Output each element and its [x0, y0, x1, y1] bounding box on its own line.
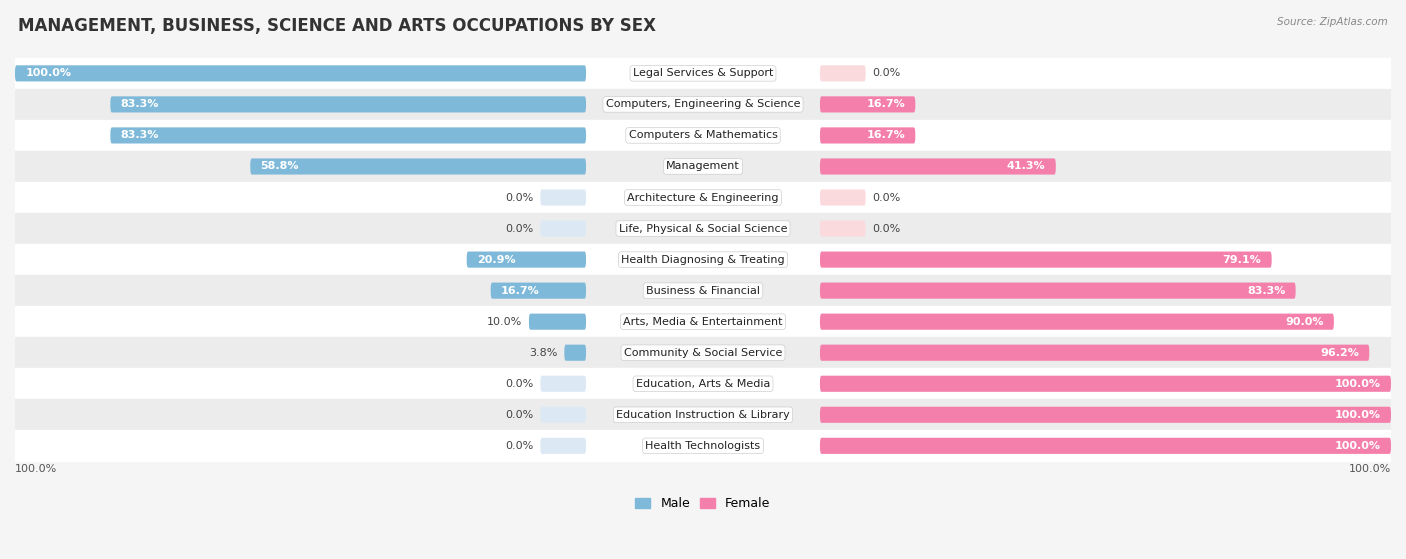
Text: 100.0%: 100.0% [1334, 410, 1381, 420]
Bar [15, 213, 1391, 244]
FancyBboxPatch shape [250, 158, 586, 174]
Bar [15, 399, 1391, 430]
FancyBboxPatch shape [540, 438, 586, 454]
FancyBboxPatch shape [820, 96, 915, 112]
Text: Community & Social Service: Community & Social Service [624, 348, 782, 358]
Bar [15, 182, 1391, 213]
Text: 0.0%: 0.0% [505, 224, 533, 234]
Text: Health Diagnosing & Treating: Health Diagnosing & Treating [621, 254, 785, 264]
Text: 0.0%: 0.0% [873, 68, 901, 78]
Text: 0.0%: 0.0% [505, 192, 533, 202]
Text: Computers, Engineering & Science: Computers, Engineering & Science [606, 100, 800, 110]
FancyBboxPatch shape [820, 314, 1334, 330]
Text: 96.2%: 96.2% [1320, 348, 1360, 358]
Text: 0.0%: 0.0% [505, 410, 533, 420]
Text: Education, Arts & Media: Education, Arts & Media [636, 379, 770, 389]
FancyBboxPatch shape [564, 345, 586, 361]
FancyBboxPatch shape [820, 65, 866, 82]
Text: Legal Services & Support: Legal Services & Support [633, 68, 773, 78]
FancyBboxPatch shape [540, 220, 586, 236]
Text: Source: ZipAtlas.com: Source: ZipAtlas.com [1277, 17, 1388, 27]
Bar [15, 89, 1391, 120]
FancyBboxPatch shape [820, 127, 915, 144]
FancyBboxPatch shape [540, 376, 586, 392]
Text: 79.1%: 79.1% [1223, 254, 1261, 264]
FancyBboxPatch shape [540, 407, 586, 423]
FancyBboxPatch shape [820, 220, 866, 236]
Text: Business & Financial: Business & Financial [645, 286, 761, 296]
FancyBboxPatch shape [110, 96, 586, 112]
Text: 58.8%: 58.8% [260, 162, 299, 172]
FancyBboxPatch shape [820, 376, 1391, 392]
Text: 41.3%: 41.3% [1007, 162, 1046, 172]
FancyBboxPatch shape [820, 158, 1056, 174]
Text: 100.0%: 100.0% [1348, 464, 1391, 474]
FancyBboxPatch shape [467, 252, 586, 268]
Bar [15, 306, 1391, 337]
FancyBboxPatch shape [820, 345, 1369, 361]
FancyBboxPatch shape [540, 190, 586, 206]
Bar [15, 368, 1391, 399]
Text: Arts, Media & Entertainment: Arts, Media & Entertainment [623, 316, 783, 326]
Text: 90.0%: 90.0% [1285, 316, 1323, 326]
Text: 100.0%: 100.0% [15, 464, 58, 474]
Text: Health Technologists: Health Technologists [645, 441, 761, 451]
Text: 16.7%: 16.7% [866, 130, 905, 140]
Text: 100.0%: 100.0% [1334, 441, 1381, 451]
FancyBboxPatch shape [15, 65, 586, 82]
FancyBboxPatch shape [529, 314, 586, 330]
FancyBboxPatch shape [820, 407, 1391, 423]
FancyBboxPatch shape [110, 127, 586, 144]
Legend: Male, Female: Male, Female [630, 492, 776, 515]
Text: 16.7%: 16.7% [866, 100, 905, 110]
Text: Education Instruction & Library: Education Instruction & Library [616, 410, 790, 420]
Text: 83.3%: 83.3% [1247, 286, 1285, 296]
Text: 83.3%: 83.3% [121, 100, 159, 110]
Text: 0.0%: 0.0% [873, 192, 901, 202]
Bar [15, 244, 1391, 275]
Bar [15, 275, 1391, 306]
Text: 10.0%: 10.0% [486, 316, 522, 326]
FancyBboxPatch shape [820, 438, 1391, 454]
Text: Architecture & Engineering: Architecture & Engineering [627, 192, 779, 202]
Text: Management: Management [666, 162, 740, 172]
Bar [15, 337, 1391, 368]
Bar [15, 430, 1391, 461]
Text: 0.0%: 0.0% [505, 441, 533, 451]
Text: 3.8%: 3.8% [529, 348, 557, 358]
Text: 16.7%: 16.7% [501, 286, 540, 296]
Text: 100.0%: 100.0% [1334, 379, 1381, 389]
Text: 0.0%: 0.0% [873, 224, 901, 234]
Text: 20.9%: 20.9% [477, 254, 516, 264]
FancyBboxPatch shape [491, 282, 586, 299]
FancyBboxPatch shape [820, 190, 866, 206]
Text: MANAGEMENT, BUSINESS, SCIENCE AND ARTS OCCUPATIONS BY SEX: MANAGEMENT, BUSINESS, SCIENCE AND ARTS O… [18, 17, 657, 35]
Text: 83.3%: 83.3% [121, 130, 159, 140]
Text: 100.0%: 100.0% [25, 68, 72, 78]
Bar [15, 151, 1391, 182]
Text: Life, Physical & Social Science: Life, Physical & Social Science [619, 224, 787, 234]
FancyBboxPatch shape [820, 282, 1296, 299]
Bar [15, 58, 1391, 89]
Text: 0.0%: 0.0% [505, 379, 533, 389]
FancyBboxPatch shape [820, 252, 1271, 268]
Text: Computers & Mathematics: Computers & Mathematics [628, 130, 778, 140]
Bar [15, 120, 1391, 151]
